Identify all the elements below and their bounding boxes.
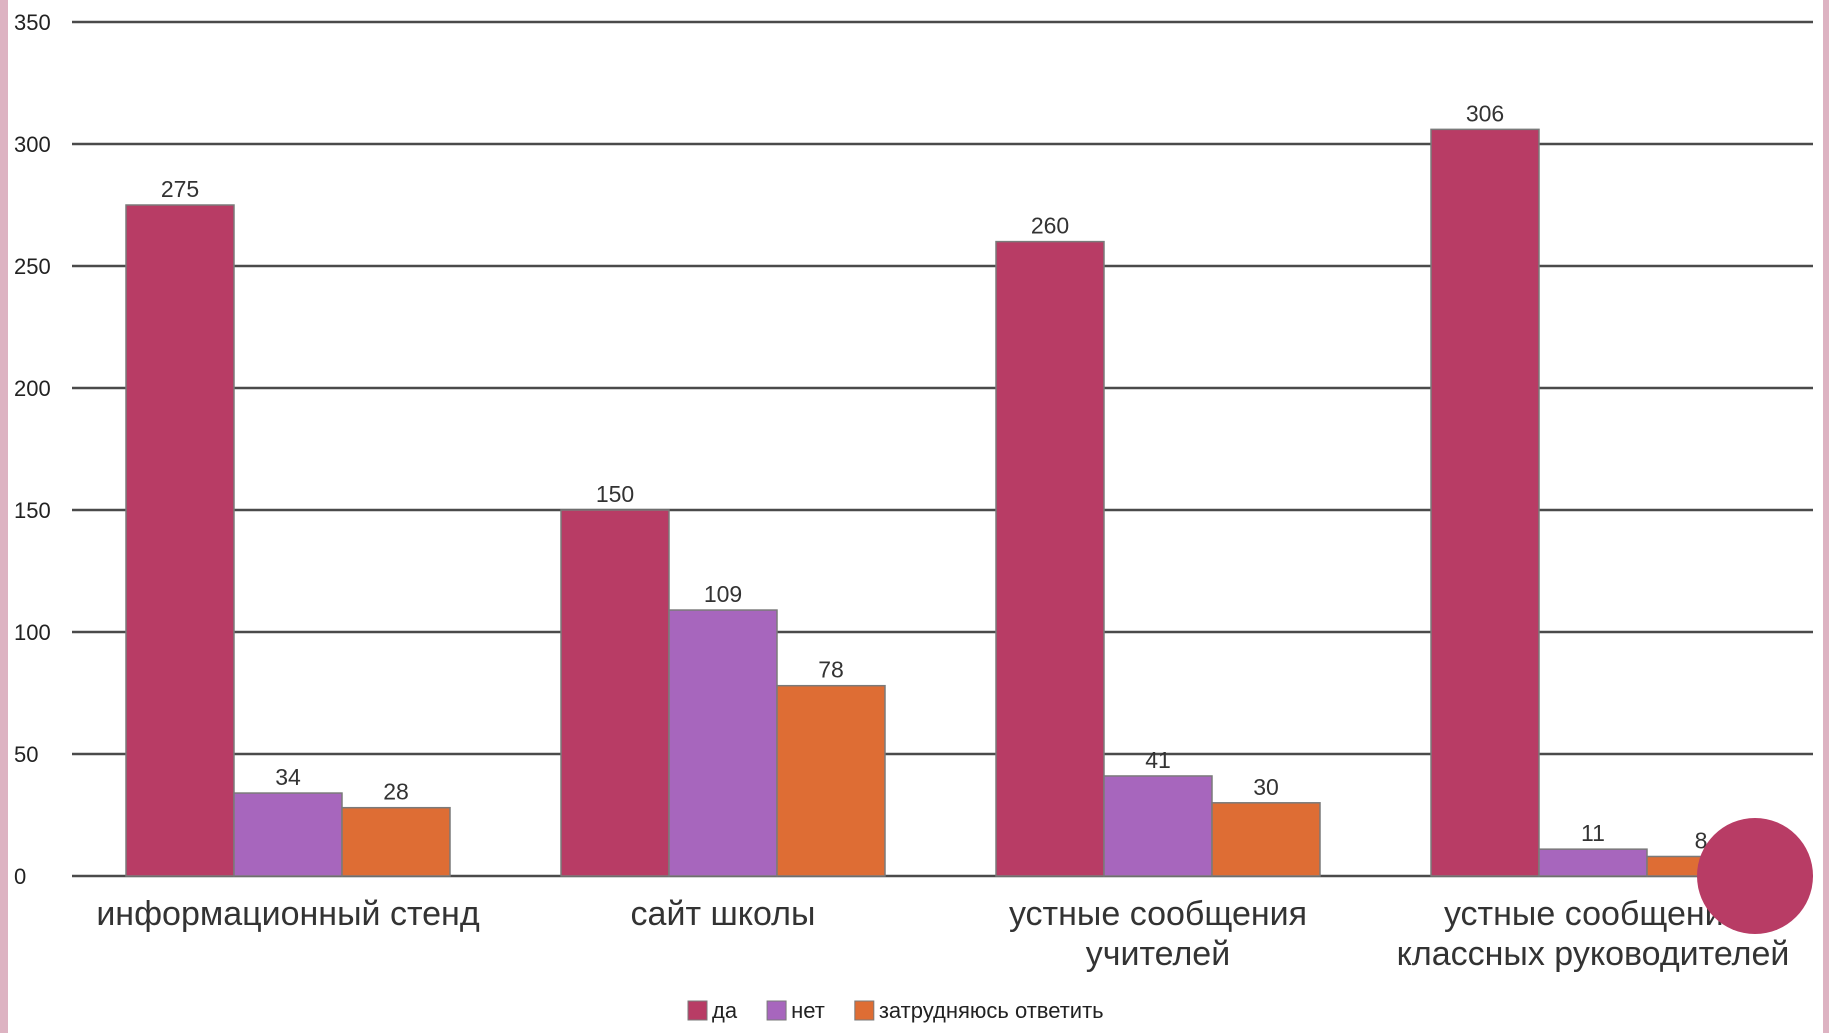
y-tick-label: 300 bbox=[14, 132, 51, 157]
legend-swatch bbox=[854, 1000, 875, 1021]
y-tick-label: 350 bbox=[14, 10, 51, 35]
legend-label: нет bbox=[791, 998, 825, 1023]
right-frame-border bbox=[1823, 0, 1829, 1033]
legend-label: да bbox=[712, 998, 738, 1023]
data-label: 28 bbox=[383, 779, 409, 805]
x-category-label: информационный стенд bbox=[96, 895, 480, 933]
left-frame-border bbox=[0, 0, 8, 1033]
legend-swatch bbox=[766, 1000, 787, 1021]
x-axis-categories: информационный стенд сайт школы устные соо… bbox=[96, 895, 1789, 973]
x-category-label: устные сообщения bbox=[1009, 895, 1307, 933]
data-label: 11 bbox=[1581, 820, 1605, 846]
bar bbox=[776, 684, 886, 877]
bars bbox=[125, 128, 1756, 877]
data-label: 260 bbox=[1031, 213, 1069, 239]
data-label: 41 bbox=[1145, 747, 1171, 773]
legend-swatch bbox=[687, 1000, 708, 1021]
x-category-label: классных руководителей bbox=[1397, 935, 1790, 973]
y-axis-ticks: 0 50 100 150 200 250 300 350 bbox=[14, 10, 51, 889]
legend-label: затрудняюсь ответить bbox=[879, 998, 1104, 1023]
y-tick-label: 250 bbox=[14, 254, 51, 279]
y-tick-label: 200 bbox=[14, 376, 51, 401]
data-label: 34 bbox=[275, 764, 301, 790]
bar bbox=[560, 509, 670, 877]
x-category-label: сайт школы bbox=[631, 895, 816, 933]
data-label: 30 bbox=[1253, 774, 1279, 800]
bar bbox=[1538, 848, 1648, 877]
y-tick-label: 50 bbox=[14, 742, 38, 767]
gridlines bbox=[72, 20, 1813, 878]
decorative-dot bbox=[1697, 818, 1813, 934]
y-tick-label: 0 bbox=[14, 864, 26, 889]
data-label: 306 bbox=[1466, 100, 1504, 126]
y-tick-label: 150 bbox=[14, 498, 51, 523]
data-label: 275 bbox=[161, 176, 199, 202]
bar bbox=[341, 806, 451, 877]
bar bbox=[233, 792, 343, 877]
data-label: 109 bbox=[704, 581, 742, 607]
bar bbox=[995, 240, 1105, 877]
bar bbox=[668, 609, 778, 877]
data-label: 78 bbox=[818, 657, 844, 683]
bar bbox=[1211, 802, 1321, 877]
x-category-label: учителей bbox=[1086, 935, 1230, 973]
bar bbox=[1103, 775, 1213, 877]
y-tick-label: 100 bbox=[14, 620, 51, 645]
x-category-label: устные сообщения bbox=[1444, 895, 1742, 933]
bar bbox=[125, 204, 235, 877]
legend: да нет затрудняюсь ответить bbox=[687, 998, 1104, 1023]
bar bbox=[1430, 128, 1540, 877]
data-label: 150 bbox=[596, 481, 634, 507]
